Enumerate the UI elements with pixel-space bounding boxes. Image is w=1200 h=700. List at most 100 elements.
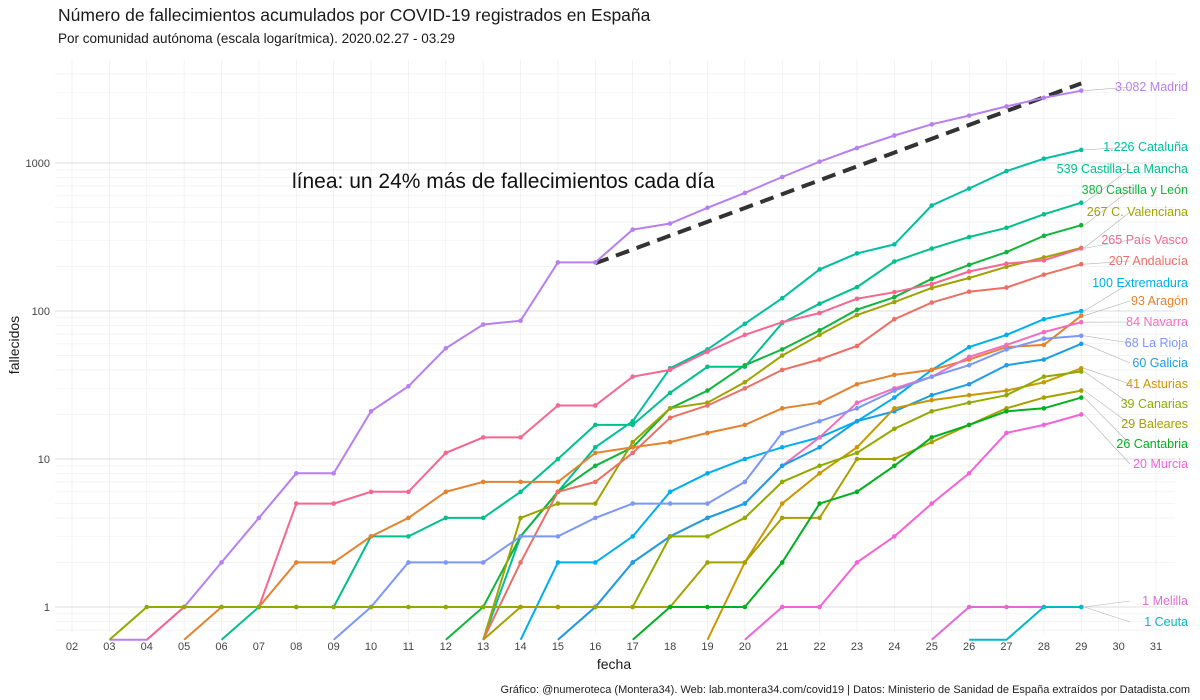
x-tick-label: 22 [813, 641, 825, 653]
data-point [966, 392, 972, 398]
series-andaluc-a [482, 261, 1084, 641]
data-point [1078, 261, 1084, 267]
data-point [219, 604, 224, 610]
reference-line-group [594, 81, 1082, 266]
label-connector [1084, 211, 1131, 249]
data-point [1004, 168, 1009, 174]
y-tick-label: 100 [32, 306, 50, 318]
data-point [368, 409, 374, 414]
data-point [705, 205, 710, 211]
data-point [966, 381, 972, 387]
label-connector [1084, 600, 1131, 608]
data-point [443, 345, 449, 351]
data-point [779, 560, 785, 565]
data-point [817, 444, 822, 450]
data-point [1004, 261, 1009, 266]
y-tick-label: 1 [44, 602, 50, 614]
x-tick-label: 02 [66, 641, 78, 653]
data-point [1041, 272, 1047, 277]
data-point [593, 501, 598, 506]
series-navarra [557, 319, 1084, 641]
data-point [742, 456, 748, 462]
x-axis-title: fecha [597, 656, 631, 672]
label-connector [1084, 300, 1131, 316]
data-point [181, 604, 187, 610]
data-point [1078, 395, 1084, 400]
data-point [1041, 336, 1047, 341]
data-point [518, 515, 523, 521]
y-tick-label: 10 [38, 454, 50, 466]
data-point [966, 289, 972, 295]
series-line [445, 224, 1082, 641]
data-point [854, 450, 860, 456]
data-point [331, 604, 336, 610]
series-pa-s-vasco [146, 246, 1084, 641]
data-point [929, 122, 935, 127]
data-point [1041, 329, 1047, 335]
data-point [779, 515, 785, 521]
data-point [667, 367, 673, 373]
data-point [1004, 362, 1009, 368]
chart-title: Número de fallecimientos acumulados por … [58, 5, 651, 25]
x-tick-label: 26 [963, 641, 975, 653]
x-tick-label: 20 [739, 641, 751, 653]
x-tick-label: 25 [926, 641, 938, 653]
data-point [1041, 258, 1047, 263]
data-point [929, 300, 935, 305]
series-label: 41 Asturias [1126, 377, 1188, 391]
data-point [779, 479, 785, 485]
data-point [1004, 430, 1009, 436]
data-point [667, 489, 673, 495]
data-point [593, 560, 598, 565]
data-point [966, 471, 972, 476]
data-point [1004, 392, 1009, 398]
data-point [630, 374, 635, 379]
data-point [854, 312, 860, 318]
data-point [929, 246, 935, 251]
data-point [817, 400, 822, 406]
data-point [368, 604, 374, 610]
series-label: 380 Castilla y León [1082, 183, 1188, 197]
data-point [929, 501, 935, 506]
data-point [406, 604, 411, 610]
data-point [705, 515, 710, 521]
x-tick-label: 05 [178, 641, 190, 653]
data-point [929, 392, 935, 398]
data-point [518, 435, 523, 440]
data-point [854, 444, 860, 450]
data-point [1078, 369, 1084, 374]
series-label: 539 Castilla-La Mancha [1057, 162, 1188, 176]
data-point [705, 430, 710, 436]
x-tick-label: 27 [1000, 641, 1012, 653]
data-point [406, 383, 411, 389]
series-group [108, 88, 1084, 641]
data-point [1041, 342, 1047, 348]
data-point [817, 267, 822, 272]
label-connector [1084, 239, 1131, 249]
series-label: 29 Baleares [1121, 417, 1188, 431]
data-point [854, 284, 860, 290]
x-tick-label: 19 [701, 641, 713, 653]
data-point [555, 604, 561, 610]
data-point [443, 604, 449, 610]
data-point [293, 604, 299, 610]
data-point [1078, 319, 1084, 325]
data-point [331, 501, 336, 506]
data-point [368, 489, 374, 495]
data-point [892, 426, 897, 432]
data-point [779, 501, 785, 506]
data-point [1004, 225, 1009, 231]
data-point [892, 534, 897, 539]
x-tick-label: 13 [477, 641, 489, 653]
data-point [817, 301, 822, 307]
data-point [1078, 604, 1084, 610]
data-point [966, 269, 972, 274]
series-la-rioja [333, 333, 1084, 641]
data-point [1041, 422, 1047, 428]
x-tick-label: 03 [103, 641, 115, 653]
data-point [630, 227, 635, 232]
data-point [929, 276, 935, 282]
data-point [630, 422, 635, 428]
data-point [966, 354, 972, 360]
